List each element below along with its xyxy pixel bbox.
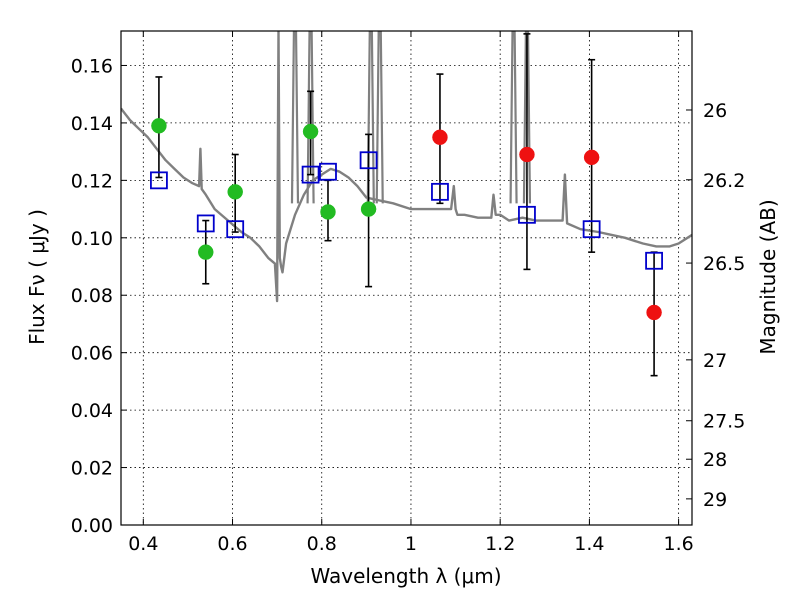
emission-line <box>522 31 532 204</box>
y-tick-label: 0.00 <box>71 515 113 537</box>
data-point-square <box>582 220 601 239</box>
emission-line <box>375 31 384 204</box>
data-point-circle <box>360 201 377 217</box>
data-point-square <box>196 214 215 233</box>
y-tick-label: 0.04 <box>71 400 113 422</box>
data-point-square <box>226 220 245 239</box>
data-point-circle <box>151 118 167 134</box>
x-tick-label: 0.8 <box>307 533 337 555</box>
data-point-circle <box>646 304 662 321</box>
data-point-circle <box>519 146 535 163</box>
axes-frame <box>120 30 693 526</box>
plot-area <box>121 31 692 377</box>
data-point-square <box>431 182 449 201</box>
data-point-circle <box>583 149 600 166</box>
x-axis: 0.4 0.6 0.8 1 1.2 1.4 1.6 <box>128 31 694 555</box>
y-tick-label: 0.06 <box>71 343 113 365</box>
y-tick-label: 0.08 <box>71 285 113 307</box>
data-point-square <box>150 171 168 190</box>
y-axis-left: 0.00 0.02 0.04 0.06 0.08 0.10 0.12 0.14 0.16 <box>71 55 127 537</box>
data-point-circle <box>432 129 448 146</box>
x-tick-label: 1.6 <box>664 533 694 555</box>
y-tick-label: 0.10 <box>71 228 113 250</box>
data-point-square <box>518 205 536 224</box>
sed-curve <box>121 31 692 303</box>
data-point-square <box>359 151 378 170</box>
data-point-circle <box>198 244 214 260</box>
data-point-circle <box>302 123 319 140</box>
emission-line <box>509 31 518 204</box>
right-tick-label: 29 <box>703 489 727 511</box>
data-point-square <box>319 162 337 181</box>
right-tick-label: 26.2 <box>703 170 745 192</box>
data-point-circle <box>320 204 336 220</box>
y-axis-label-right: Magnitude (AB) <box>756 199 780 354</box>
x-tick-label: 1.4 <box>574 533 604 555</box>
data-point-square <box>645 251 663 270</box>
emission-line <box>366 31 375 204</box>
y-axis-right: 26 26.2 26.5 27 27.5 28 29 <box>686 100 745 511</box>
right-tick-label: 28 <box>703 449 727 471</box>
x-tick-label: 0.4 <box>128 533 158 555</box>
y-axis-label-left: Flux Fν ( μJy ) <box>25 209 49 345</box>
plot-clipped <box>121 31 692 377</box>
x-tick-label: 1 <box>405 533 417 555</box>
emission-line <box>306 31 315 204</box>
data-point-circle <box>227 184 243 200</box>
data-point-square <box>301 165 320 184</box>
y-tick-label: 0.12 <box>71 170 113 192</box>
y-tick-label: 0.16 <box>71 55 113 77</box>
right-tick-label: 26 <box>703 100 727 122</box>
x-tick-label: 1.2 <box>485 533 515 555</box>
y-tick-label: 0.02 <box>71 458 113 480</box>
y-tick-label: 0.14 <box>71 113 113 135</box>
right-tick-label: 27 <box>703 350 727 372</box>
x-axis-label: Wavelength λ (μm) <box>310 564 501 588</box>
emission-line <box>290 31 300 204</box>
x-tick-label: 0.6 <box>217 533 247 555</box>
right-tick-label: 26.5 <box>703 253 745 275</box>
right-tick-label: 27.5 <box>703 411 745 433</box>
